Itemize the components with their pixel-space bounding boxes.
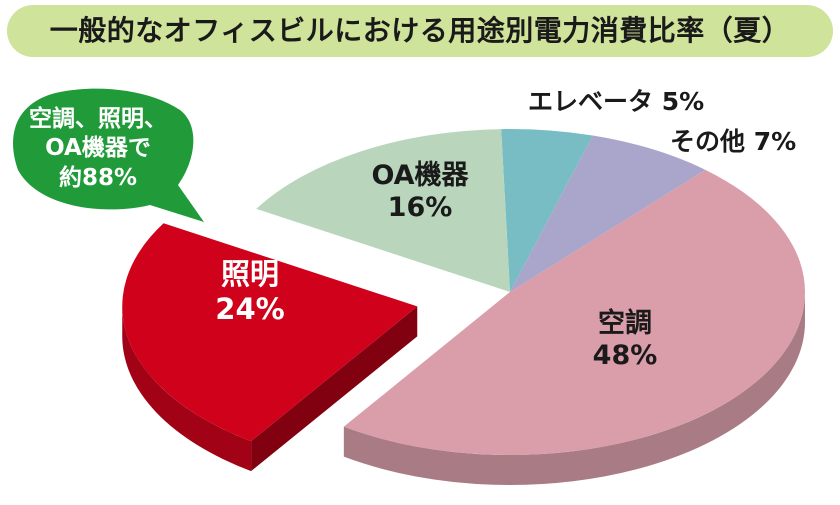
slice-name-aircon: 空調 bbox=[598, 308, 652, 339]
slice-lighting bbox=[122, 223, 418, 442]
slice-oa bbox=[256, 129, 510, 292]
slice-elevator bbox=[501, 129, 593, 292]
slice-value-elevator: 5% bbox=[661, 87, 705, 116]
slice-other bbox=[510, 135, 706, 292]
slice-value-other: 7% bbox=[753, 127, 797, 156]
callout-line-1: 空調、照明、 bbox=[29, 106, 167, 132]
callout-line-2: OA機器で bbox=[45, 135, 151, 162]
title-background bbox=[7, 5, 833, 57]
slice-label-elevator: エレベータ 5% bbox=[528, 82, 704, 118]
slice-label-oa: OA機器 16% bbox=[360, 160, 480, 225]
slice-name-other: その他 bbox=[670, 127, 746, 156]
slice-cut-lighting bbox=[251, 306, 418, 472]
callout-bubble bbox=[13, 88, 204, 222]
slice-name-oa: OA機器 bbox=[371, 160, 469, 191]
slice-name-lighting: 照明 bbox=[220, 257, 279, 291]
slice-value-oa: 16% bbox=[387, 192, 453, 224]
slice-name-elevator: エレベータ bbox=[528, 87, 654, 116]
slice-side-lighting bbox=[122, 306, 252, 472]
slice-side-aircon bbox=[343, 292, 805, 485]
slice-label-lighting: 照明 24% bbox=[190, 257, 310, 327]
slice-aircon bbox=[343, 169, 806, 456]
slice-label-aircon: 空調 48% bbox=[570, 308, 680, 373]
slice-value-aircon: 48% bbox=[592, 340, 658, 372]
callout-line-3: 約88% bbox=[58, 164, 138, 191]
slice-value-lighting: 24% bbox=[215, 291, 285, 326]
chart-title: 一般的なオフィスビルにおける用途別電力消費比率（夏） bbox=[49, 14, 791, 47]
callout-text: 空調、照明、 OA機器で 約88% bbox=[8, 105, 188, 193]
slice-label-other: その他 7% bbox=[670, 122, 796, 158]
